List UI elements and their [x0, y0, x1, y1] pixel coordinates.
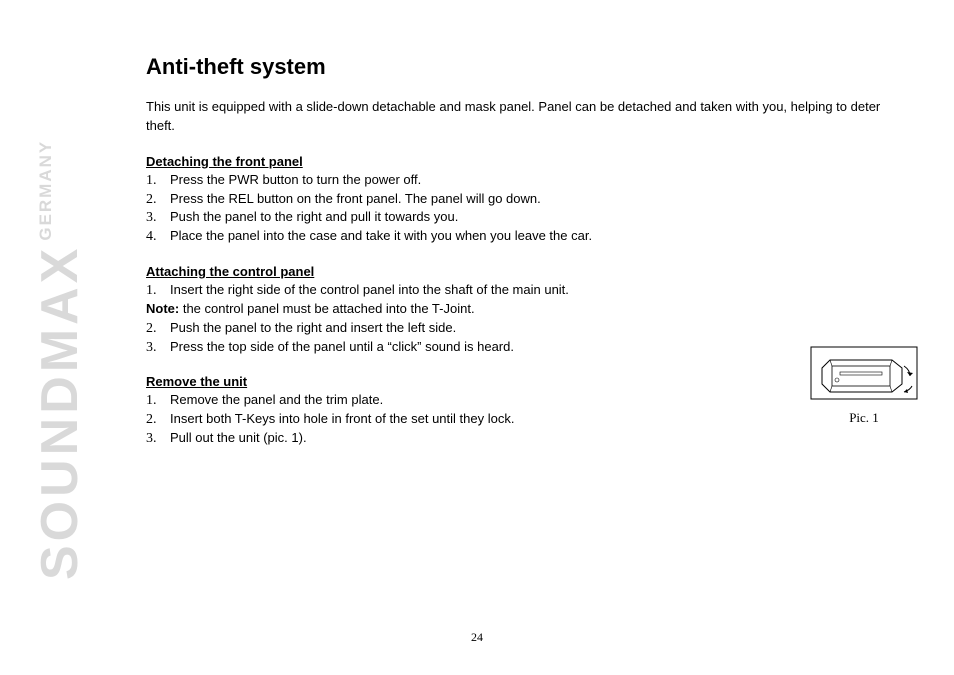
brand-logo: SOUNDMAX GERMANY	[30, 140, 90, 580]
list-item: Insert both T-Keys into hole in front of…	[170, 410, 886, 429]
list-item: Remove the panel and the trim plate.	[170, 391, 886, 410]
section-title-remove: Remove the unit	[146, 374, 886, 389]
attach-note: Note: the control panel must be attached…	[146, 300, 886, 319]
brand-name: SOUNDMAX	[31, 245, 89, 580]
figure-caption: Pic. 1	[810, 410, 918, 426]
page-title: Anti-theft system	[146, 54, 886, 80]
detach-steps: Press the PWR button to turn the power o…	[146, 171, 886, 246]
attach-steps: Insert the right side of the control pan…	[146, 281, 886, 300]
page-number: 24	[0, 630, 954, 645]
remove-steps: Remove the panel and the trim plate. Ins…	[146, 391, 886, 448]
intro-text: This unit is equipped with a slide-down …	[146, 98, 886, 136]
unit-diagram-icon	[810, 346, 918, 400]
note-label: Note:	[146, 301, 179, 316]
list-item: Push the panel to the right and pull it …	[170, 208, 886, 227]
list-item: Press the REL button on the front panel.…	[170, 190, 886, 209]
attach-steps-cont: Push the panel to the right and insert t…	[146, 319, 886, 357]
section-title-detach: Detaching the front panel	[146, 154, 886, 169]
list-item: Press the top side of the panel until a …	[170, 338, 886, 357]
page-content: Anti-theft system This unit is equipped …	[146, 54, 886, 466]
brand-sub: GERMANY	[36, 140, 55, 241]
list-item: Press the PWR button to turn the power o…	[170, 171, 886, 190]
list-item: Insert the right side of the control pan…	[170, 281, 886, 300]
list-item: Push the panel to the right and insert t…	[170, 319, 886, 338]
section-title-attach: Attaching the control panel	[146, 264, 886, 279]
list-item: Place the panel into the case and take i…	[170, 227, 886, 246]
figure-pic1: Pic. 1	[810, 346, 918, 426]
list-item: Pull out the unit (pic. 1).	[170, 429, 886, 448]
note-text: the control panel must be attached into …	[179, 301, 474, 316]
